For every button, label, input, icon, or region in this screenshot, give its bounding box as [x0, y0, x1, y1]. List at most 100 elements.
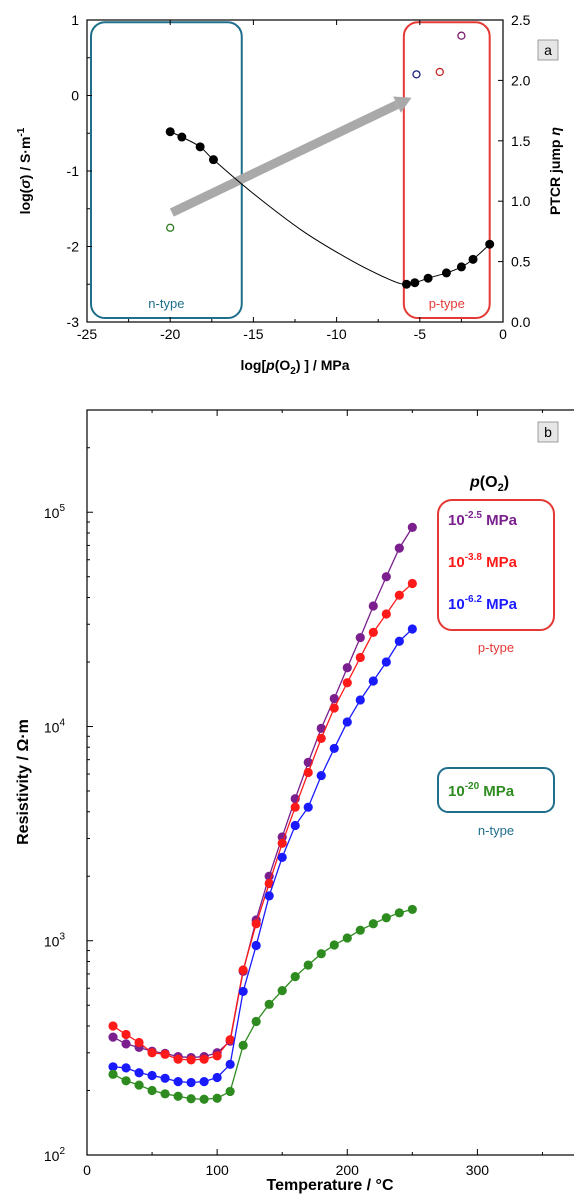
series-point [368, 919, 378, 929]
series-point [407, 904, 417, 915]
region-box-p-type [402, 21, 491, 319]
series-point [160, 1089, 170, 1099]
y-tick-label-a: -3 [67, 314, 80, 330]
fit-curve [169, 131, 491, 285]
series-point [186, 1077, 196, 1088]
trend-arrow-shaft [169, 100, 399, 217]
series-point [173, 1077, 183, 1087]
series-point [394, 636, 404, 646]
x-tick-label-a: -10 [326, 326, 346, 342]
data-points [165, 31, 495, 289]
plot-frame-b [86, 409, 574, 1156]
y2-axis-label-a: PTCR jump η [547, 127, 563, 215]
series-point [199, 1054, 209, 1064]
series-point [251, 1016, 261, 1027]
y-tick-label-b: 102 [44, 1146, 66, 1164]
x-tick-label-b: 300 [466, 1162, 490, 1178]
series-point [225, 1035, 235, 1045]
conductivity-point [165, 127, 175, 137]
conductivity-point [401, 279, 411, 289]
series-point [199, 1094, 209, 1104]
panel-b: 0 100 200 300 102 103 104 105 b p(O2) 10-2.5 MP… [15, 409, 574, 1194]
series-point [264, 999, 274, 1009]
series-point [355, 925, 365, 935]
series-point [303, 767, 313, 778]
series-point [407, 522, 417, 532]
series-point [121, 1039, 131, 1049]
legend-entry--6.2: 10-6.2 MPa [448, 594, 518, 613]
series-point [277, 832, 287, 842]
region-label-p-type: p-type [429, 296, 465, 311]
ptcr-jump-point [435, 67, 444, 77]
series-point [407, 578, 417, 589]
series-line [112, 628, 413, 1084]
series-point [212, 1093, 222, 1103]
y2-tick-label-a: 1.0 [511, 193, 531, 209]
series-point [134, 1037, 144, 1048]
series-point [147, 1048, 157, 1058]
series-point [394, 908, 404, 918]
series-point [342, 933, 352, 943]
series--6.2 [108, 624, 417, 1088]
series-point [316, 949, 326, 959]
x-axis-label-b: Temperature / °C [266, 1177, 393, 1194]
series-point [329, 940, 339, 950]
panel-label-box-b [537, 421, 559, 443]
series-point [173, 1091, 183, 1101]
series-point [316, 733, 326, 743]
series-point [290, 802, 300, 812]
series-point [199, 1077, 209, 1087]
series-point [368, 627, 378, 637]
series-point [108, 1021, 118, 1031]
conductivity-point [177, 132, 187, 142]
plot-frame-a [86, 19, 504, 323]
series-point [225, 1059, 235, 1069]
legend-entries-p-type: 10-2.5 MPa 10-3.8 MPa 10-6.2 MPa [448, 510, 518, 613]
series-point [342, 717, 352, 727]
legend-box-n-type [437, 767, 555, 813]
y-tick-label-a: 1 [71, 12, 79, 28]
legend-box-p-type [437, 499, 555, 631]
conductivity-point [423, 273, 433, 283]
series-point [355, 695, 365, 705]
series--3.8 [108, 578, 417, 1065]
series-point [277, 838, 287, 848]
conductivity-point [410, 278, 420, 288]
y-tick-label-b: 104 [44, 717, 66, 735]
axes-b: 0 100 200 300 102 103 104 105 [44, 409, 543, 1178]
series-point [251, 919, 261, 929]
legend-group-p-type: p-type [478, 640, 514, 655]
series-point [186, 1094, 196, 1104]
axes-a: -25 -20 -15 -10 -5 0-3-2-1010.00.51.01.52.02.… [67, 12, 531, 342]
resistivity-series [108, 522, 417, 1104]
region-boxes: n-type p-type [90, 21, 491, 319]
legend-entry--3.8: 10-3.8 MPa [448, 552, 518, 571]
series-point [381, 609, 391, 619]
conductivity-point [456, 262, 466, 272]
series-point [238, 986, 248, 997]
series-point [277, 986, 287, 996]
series-point [147, 1070, 157, 1081]
conductivity-point [441, 268, 451, 278]
series-point [108, 1062, 118, 1072]
series-point [134, 1068, 144, 1078]
y2-tick-label-a: 2.0 [511, 72, 531, 88]
series-point [381, 657, 391, 667]
series-point [108, 1032, 118, 1042]
y2-tick-label-a: 0.0 [511, 314, 531, 330]
y2-tick-label-a: 2.5 [511, 12, 531, 28]
y-tick-label-b: 105 [44, 503, 66, 521]
x-tick-label-b: 0 [83, 1162, 91, 1178]
series-point [355, 632, 365, 643]
conductivity-point [485, 239, 495, 249]
series-point [238, 1040, 248, 1050]
conductivity-point [468, 254, 478, 264]
x-tick-label-a: 0 [499, 326, 507, 342]
y-tick-label-a: 0 [71, 88, 79, 104]
series-point [264, 878, 274, 889]
series-point [355, 652, 365, 663]
series-point [394, 543, 404, 553]
x-tick-label-b: 200 [336, 1162, 360, 1178]
series-point [277, 852, 287, 862]
series-point [160, 1049, 170, 1059]
